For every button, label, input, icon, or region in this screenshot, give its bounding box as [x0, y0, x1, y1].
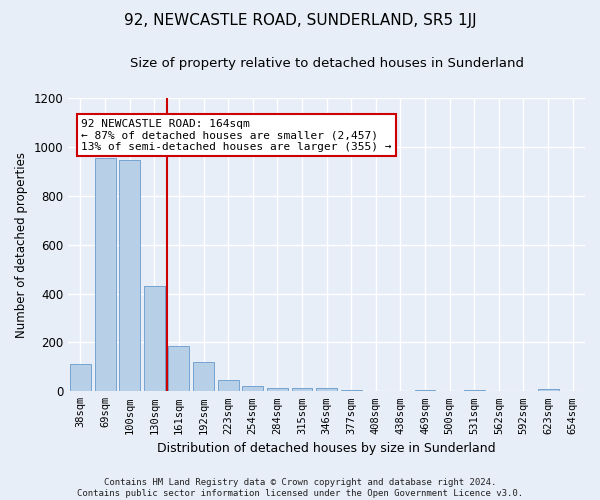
Bar [464, 390, 485, 392]
Text: Contains HM Land Registry data © Crown copyright and database right 2024.
Contai: Contains HM Land Registry data © Crown c… [77, 478, 523, 498]
Bar [144, 286, 165, 392]
Bar [538, 389, 559, 392]
Bar [95, 158, 116, 392]
Bar [218, 380, 239, 392]
Bar [415, 390, 436, 392]
Bar [169, 346, 190, 392]
Bar [292, 388, 313, 392]
Bar [119, 160, 140, 392]
Bar [267, 388, 288, 392]
Title: Size of property relative to detached houses in Sunderland: Size of property relative to detached ho… [130, 58, 524, 70]
Bar [70, 364, 91, 392]
Y-axis label: Number of detached properties: Number of detached properties [15, 152, 28, 338]
X-axis label: Distribution of detached houses by size in Sunderland: Distribution of detached houses by size … [157, 442, 496, 455]
Bar [193, 362, 214, 392]
Bar [341, 390, 362, 392]
Bar [242, 386, 263, 392]
Bar [316, 388, 337, 392]
Text: 92, NEWCASTLE ROAD, SUNDERLAND, SR5 1JJ: 92, NEWCASTLE ROAD, SUNDERLAND, SR5 1JJ [124, 12, 476, 28]
Text: 92 NEWCASTLE ROAD: 164sqm
← 87% of detached houses are smaller (2,457)
13% of se: 92 NEWCASTLE ROAD: 164sqm ← 87% of detac… [81, 118, 392, 152]
